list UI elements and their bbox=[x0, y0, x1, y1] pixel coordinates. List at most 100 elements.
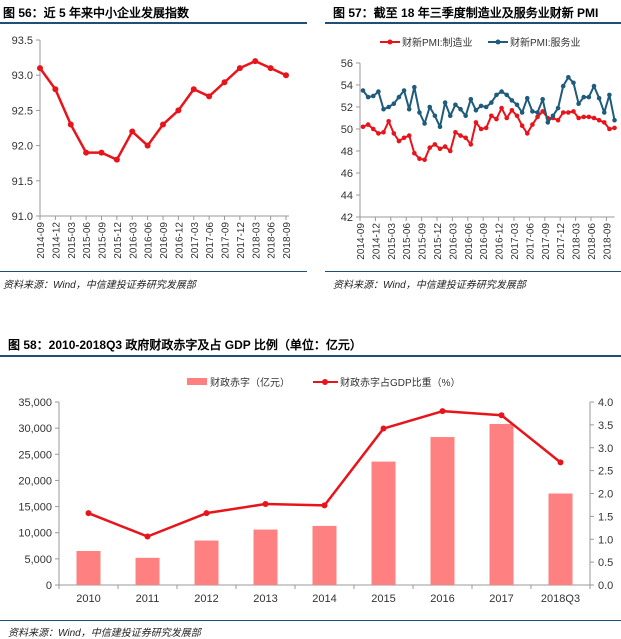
data-point bbox=[83, 149, 90, 156]
y-tick-label: 1.0 bbox=[598, 534, 613, 546]
x-tick-label: 2017-06 bbox=[205, 222, 216, 259]
data-point bbox=[144, 533, 151, 540]
data-point bbox=[417, 156, 422, 161]
x-tick-label: 2015-03 bbox=[67, 222, 78, 259]
data-point bbox=[560, 83, 566, 89]
x-tick-label: 2014-12 bbox=[51, 222, 62, 259]
y-tick-label: 56 bbox=[341, 58, 353, 70]
x-tick-label: 2012 bbox=[194, 593, 218, 605]
legend-marker bbox=[387, 39, 393, 45]
data-point bbox=[560, 110, 566, 115]
data-point bbox=[519, 110, 525, 115]
x-tick-label: 2017-09 bbox=[541, 223, 552, 260]
data-point bbox=[376, 89, 381, 94]
y-tick-label: 93.5 bbox=[12, 35, 33, 47]
data-point bbox=[427, 104, 433, 110]
data-point bbox=[514, 102, 520, 108]
data-point bbox=[453, 102, 458, 108]
deficit-bar bbox=[76, 551, 101, 585]
data-point bbox=[489, 113, 494, 119]
x-tick-label: 2017-03 bbox=[190, 222, 201, 259]
y-tick-label: 44 bbox=[341, 190, 353, 202]
data-point bbox=[37, 65, 43, 72]
data-point bbox=[576, 115, 581, 121]
data-point bbox=[52, 86, 59, 93]
y-tick-label: 52 bbox=[341, 102, 353, 114]
legend-marker bbox=[495, 39, 501, 45]
data-point bbox=[596, 95, 602, 101]
data-point bbox=[190, 86, 197, 93]
data-point bbox=[499, 89, 504, 94]
x-tick-label: 2015-09 bbox=[418, 223, 429, 260]
y-tick-label: 92.0 bbox=[12, 141, 33, 153]
y-tick-label: 93.0 bbox=[12, 70, 33, 82]
data-point bbox=[458, 106, 463, 112]
data-point bbox=[442, 144, 448, 149]
data-point bbox=[468, 142, 474, 147]
y-tick-label: 91.5 bbox=[12, 176, 33, 188]
data-point bbox=[67, 121, 74, 128]
data-point bbox=[365, 122, 371, 127]
x-tick-label: 2016-09 bbox=[479, 223, 490, 260]
data-point bbox=[519, 123, 525, 128]
data-point bbox=[586, 114, 592, 120]
data-point bbox=[262, 501, 269, 508]
x-tick-label: 2015-12 bbox=[113, 222, 124, 259]
data-point bbox=[391, 101, 397, 106]
data-point bbox=[566, 110, 571, 115]
x-tick-label: 2014-09 bbox=[356, 223, 367, 260]
pmi-series-line bbox=[362, 107, 615, 161]
data-point bbox=[283, 72, 289, 79]
y-tick-label: 25,000 bbox=[18, 449, 52, 461]
data-point bbox=[267, 65, 274, 72]
x-tick-label: 2015 bbox=[371, 593, 395, 605]
data-point bbox=[370, 126, 376, 132]
data-point bbox=[607, 92, 612, 98]
y-tick-label: 10,000 bbox=[18, 528, 52, 540]
data-point bbox=[498, 412, 505, 419]
data-point bbox=[396, 94, 402, 100]
data-point bbox=[596, 117, 602, 123]
x-tick-label: 2017-09 bbox=[221, 222, 232, 259]
y-tick-label: 20,000 bbox=[18, 475, 52, 487]
data-point bbox=[483, 125, 489, 131]
data-point bbox=[586, 94, 592, 100]
chart58-source: 资料来源：Wind，中信建投证券研究发展部 bbox=[8, 628, 201, 639]
y-tick-label: 0 bbox=[46, 580, 52, 592]
data-point bbox=[447, 113, 453, 119]
data-point bbox=[406, 106, 412, 112]
deficit-bar bbox=[253, 529, 278, 585]
legend-label: 财政赤字（亿元） bbox=[210, 376, 290, 389]
y-tick-label: 5,000 bbox=[24, 554, 52, 566]
y-tick-label: 48 bbox=[341, 146, 353, 158]
chart56-title: 图 56：近 5 年来中小企业发展指数 bbox=[3, 6, 190, 20]
y-tick-label: 3.5 bbox=[598, 420, 613, 432]
deficit-bar bbox=[371, 461, 396, 585]
data-point bbox=[612, 117, 617, 123]
data-point bbox=[530, 122, 535, 127]
data-point bbox=[504, 115, 510, 121]
chart58-title: 图 58：2010-2018Q3 政府财政赤字及占 GDP 比例（单位：亿元） bbox=[8, 338, 362, 352]
data-point bbox=[381, 130, 386, 135]
y-tick-label: 0.5 bbox=[598, 557, 613, 569]
data-point bbox=[509, 108, 515, 113]
data-point bbox=[376, 131, 381, 136]
divider bbox=[0, 22, 307, 24]
data-point bbox=[473, 108, 479, 113]
data-point bbox=[571, 80, 576, 86]
data-point bbox=[321, 502, 328, 509]
data-point bbox=[483, 104, 489, 110]
x-tick-label: 2014 bbox=[312, 593, 336, 605]
y-tick-label: 30,000 bbox=[18, 423, 52, 435]
data-point bbox=[535, 114, 540, 120]
data-point bbox=[427, 145, 433, 150]
data-point bbox=[401, 88, 407, 93]
data-point bbox=[381, 106, 386, 112]
data-point bbox=[494, 92, 499, 98]
y-tick-label: 35,000 bbox=[18, 397, 52, 409]
y-tick-label: 4.0 bbox=[598, 397, 613, 409]
data-point bbox=[555, 105, 561, 111]
data-point bbox=[524, 95, 530, 101]
x-tick-label: 2017-03 bbox=[510, 223, 521, 260]
